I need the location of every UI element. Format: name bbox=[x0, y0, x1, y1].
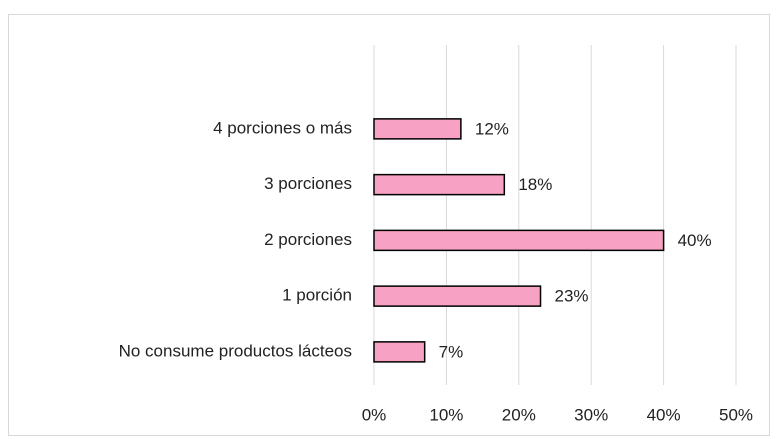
y-tick-label: 4 porciones o más bbox=[213, 118, 352, 137]
data-label: 18% bbox=[518, 175, 552, 194]
chart-border bbox=[8, 14, 770, 436]
x-tick-label: 20% bbox=[502, 405, 536, 424]
data-label: 12% bbox=[475, 119, 509, 138]
y-tick-label: 3 porciones bbox=[264, 174, 352, 193]
x-tick-label: 10% bbox=[429, 405, 463, 424]
y-tick-label: No consume productos lácteos bbox=[119, 341, 352, 360]
bar bbox=[373, 118, 462, 140]
data-label: 23% bbox=[555, 287, 589, 306]
bar bbox=[373, 341, 426, 363]
y-tick-label: 1 porción bbox=[282, 286, 352, 305]
x-tick-label: 50% bbox=[719, 405, 753, 424]
y-tick-label: 2 porciones bbox=[264, 230, 352, 249]
data-label: 7% bbox=[439, 342, 464, 361]
data-label: 40% bbox=[678, 231, 712, 250]
x-tick-label: 40% bbox=[647, 405, 681, 424]
bar bbox=[373, 173, 506, 196]
bar bbox=[373, 285, 542, 307]
x-tick-label: 0% bbox=[362, 405, 387, 424]
bar bbox=[373, 229, 665, 252]
x-tick-label: 30% bbox=[574, 405, 608, 424]
